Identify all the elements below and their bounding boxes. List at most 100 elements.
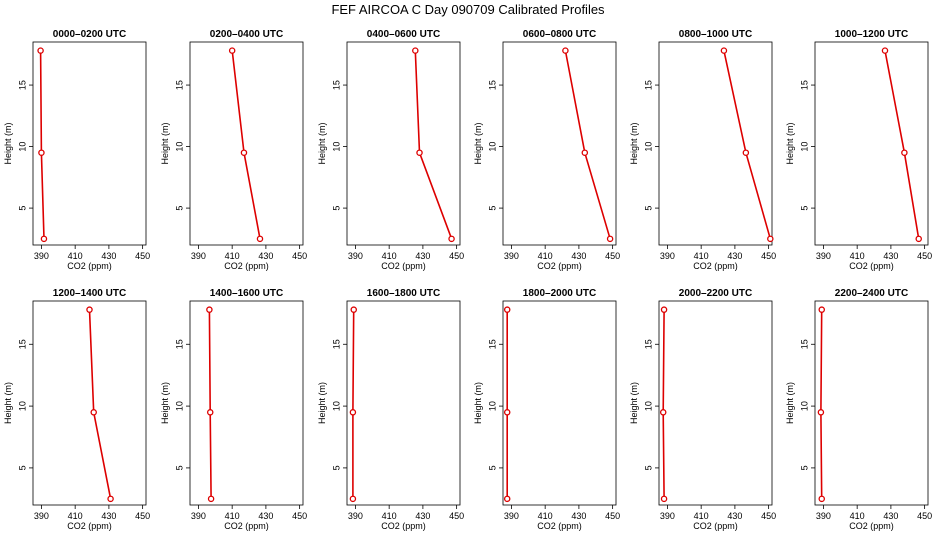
data-point: [503, 409, 511, 416]
data-point: [107, 495, 114, 503]
panel-title: 2000–2200 UTC: [679, 288, 752, 299]
plot-frame: [346, 41, 461, 246]
data-point: [660, 306, 668, 313]
x-tick-label: 450: [605, 251, 620, 261]
y-tick-label: 10: [331, 401, 341, 411]
x-tick-label: 390: [660, 251, 675, 261]
x-tick-label: 390: [660, 511, 675, 521]
x-axis-label: CO2 (ppm): [381, 261, 426, 271]
data-point: [881, 47, 889, 54]
x-tick-label: 450: [135, 251, 150, 261]
x-axis-label: CO2 (ppm): [693, 521, 738, 531]
data-point: [659, 409, 667, 416]
plot-frame: [346, 300, 461, 506]
data-point: [767, 235, 774, 243]
y-tick-label: 5: [331, 465, 341, 470]
data-point: [38, 149, 45, 156]
x-tick-label: 390: [34, 511, 49, 521]
x-axis-label: CO2 (ppm): [537, 261, 582, 271]
y-tick-label: 10: [174, 401, 184, 411]
data-point: [90, 409, 97, 416]
data-point: [818, 495, 825, 503]
y-tick-label: 10: [487, 142, 497, 152]
y-tick-label: 5: [487, 465, 497, 470]
data-point: [86, 306, 93, 313]
profile-line: [723, 50, 772, 240]
y-tick-label: 10: [799, 401, 809, 411]
x-tick-label: 390: [348, 251, 363, 261]
x-tick-label: 450: [449, 251, 464, 261]
profile-line: [39, 50, 45, 239]
y-tick-label: 15: [643, 80, 653, 90]
y-axis-label: Height (m): [317, 122, 327, 164]
panel-title: 1600–1800 UTC: [367, 288, 440, 299]
y-axis-label: Height (m): [317, 382, 327, 424]
y-tick-label: 5: [174, 465, 184, 470]
data-point: [448, 235, 455, 243]
panel-title: 0800–1000 UTC: [679, 29, 752, 40]
y-tick-label: 15: [331, 339, 341, 349]
y-tick-label: 15: [643, 339, 653, 349]
plot-frame: [658, 41, 773, 246]
data-point: [818, 306, 825, 313]
y-tick-label: 5: [331, 206, 341, 211]
x-axis-label: CO2 (ppm): [849, 261, 894, 271]
y-tick-label: 10: [174, 142, 184, 152]
y-tick-label: 15: [174, 80, 184, 90]
x-tick-label: 450: [761, 251, 776, 261]
x-tick-label: 410: [68, 251, 83, 261]
data-point: [606, 235, 614, 243]
x-axis-label: CO2 (ppm): [67, 261, 112, 271]
data-point: [742, 149, 750, 156]
y-tick-label: 5: [17, 465, 27, 470]
profile-line: [208, 309, 212, 499]
x-tick-label: 430: [101, 251, 116, 261]
x-tick-label: 450: [917, 511, 932, 521]
x-axis-label: CO2 (ppm): [381, 521, 426, 531]
x-tick-label: 430: [258, 511, 273, 521]
data-point: [37, 47, 44, 54]
y-tick-label: 10: [643, 142, 653, 152]
y-axis-label: Height (m): [629, 122, 639, 164]
data-point: [350, 306, 357, 313]
plot-frame: [502, 300, 617, 506]
x-tick-label: 410: [694, 251, 709, 261]
x-axis-label: CO2 (ppm): [224, 261, 269, 271]
data-point: [206, 306, 213, 313]
panel-title: 2200–2400 UTC: [835, 288, 908, 299]
y-tick-label: 15: [331, 80, 341, 90]
y-axis-label: Height (m): [160, 122, 170, 164]
panel-title: 1400–1600 UTC: [210, 288, 283, 299]
x-tick-label: 430: [415, 251, 430, 261]
y-axis-label: Height (m): [473, 122, 483, 164]
x-tick-label: 390: [191, 511, 206, 521]
profile-line: [231, 50, 261, 239]
y-tick-label: 15: [799, 339, 809, 349]
y-tick-label: 5: [643, 465, 653, 470]
data-point: [720, 47, 728, 54]
panel-title: 1000–1200 UTC: [835, 29, 908, 40]
y-tick-label: 10: [331, 142, 341, 152]
y-tick-label: 10: [487, 401, 497, 411]
x-tick-label: 450: [605, 511, 620, 521]
data-point: [349, 495, 357, 503]
x-axis-label: CO2 (ppm): [849, 521, 894, 531]
profile-line: [662, 309, 665, 499]
y-tick-label: 15: [487, 339, 497, 349]
x-tick-label: 450: [292, 511, 307, 521]
y-tick-label: 5: [487, 206, 497, 211]
plot-frame: [189, 300, 304, 506]
x-tick-label: 390: [191, 251, 206, 261]
data-point: [503, 306, 511, 313]
y-tick-label: 10: [799, 142, 809, 152]
y-tick-label: 10: [17, 401, 27, 411]
plot-frame: [32, 41, 147, 246]
x-tick-label: 410: [225, 511, 240, 521]
x-tick-label: 430: [883, 251, 898, 261]
y-tick-label: 5: [643, 206, 653, 211]
x-tick-label: 410: [68, 511, 83, 521]
plot-frame: [32, 300, 147, 506]
x-tick-label: 410: [850, 511, 865, 521]
data-point: [240, 149, 248, 156]
